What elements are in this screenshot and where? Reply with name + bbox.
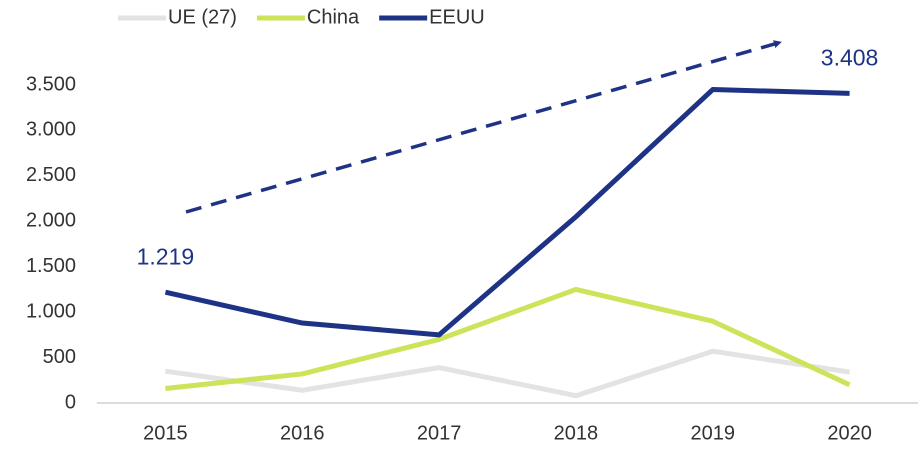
y-tick-label: 2.000 xyxy=(26,210,76,232)
x-tick-label: 2020 xyxy=(827,422,872,444)
data-label: 1.219 xyxy=(137,243,195,269)
y-tick-label: 500 xyxy=(43,346,76,368)
series-line xyxy=(165,286,851,391)
y-tick-label: 1.000 xyxy=(26,300,76,322)
y-tick-label: 2.500 xyxy=(26,164,76,186)
x-tick-label: 2018 xyxy=(554,422,599,444)
x-tick-label: 2017 xyxy=(417,422,462,444)
y-tick-label: 3.000 xyxy=(26,119,76,141)
series-line xyxy=(164,87,850,338)
series-line xyxy=(165,348,850,399)
x-tick-label: 2016 xyxy=(280,422,325,444)
x-tick-label: 2019 xyxy=(691,422,736,444)
y-tick-label: 1.500 xyxy=(26,255,76,277)
y-tick-label: 0 xyxy=(65,391,76,413)
data-label: 3.408 xyxy=(821,44,879,70)
x-tick-label: 2015 xyxy=(143,422,188,444)
legend-label: UE (27) xyxy=(168,6,237,28)
y-tick-label: 3.500 xyxy=(26,73,76,95)
legend-label: China xyxy=(307,6,360,28)
legend-label: EEUU xyxy=(429,6,485,28)
trend-arrow xyxy=(185,40,782,214)
